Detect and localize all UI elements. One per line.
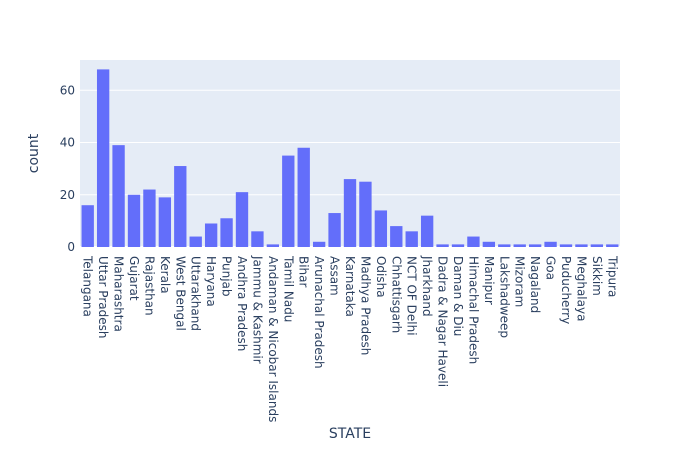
bar[interactable] [96, 69, 110, 247]
x-tick-label: Arunachal Pradesh [312, 256, 326, 369]
x-tick-label: Nagaland [528, 256, 542, 313]
x-tick-label: Telangana [81, 255, 95, 317]
bar[interactable] [220, 218, 233, 247]
x-tick-label: Gujarat [127, 256, 141, 301]
x-tick-label: Daman & Diu [451, 256, 465, 336]
x-tick-label: Jharkhand [420, 255, 434, 317]
bar[interactable] [143, 189, 156, 247]
bar[interactable] [251, 231, 264, 247]
x-tick-label: Haryana [204, 256, 218, 307]
x-tick-label: Lakshadweep [497, 256, 511, 338]
bar[interactable] [559, 244, 573, 247]
y-axis-title: count [26, 133, 42, 173]
bar[interactable] [312, 241, 326, 247]
x-tick-label: Uttar Pradesh [96, 256, 110, 338]
bar[interactable] [266, 244, 280, 247]
bar[interactable] [359, 181, 372, 247]
x-tick-label: Jammu & Kashmir [250, 255, 264, 364]
x-tick-label: NCT OF Delhi [405, 256, 419, 336]
x-tick-label: Madhya Pradesh [358, 256, 372, 355]
x-tick-label: Maharashtra [112, 256, 126, 332]
x-tick-labels: Telangana Uttar Pradesh Maharashtra Gujarat… [81, 255, 620, 422]
x-tick-label: Punjab [220, 256, 234, 297]
x-tick-label: Andhra Pradesh [235, 256, 249, 351]
bar[interactable] [420, 215, 434, 247]
x-axis-title: STATE [329, 426, 371, 442]
bar[interactable] [498, 244, 511, 247]
x-tick-label: Uttarakhand [189, 256, 203, 331]
x-tick-label: Tamil Nadu [281, 255, 295, 322]
bar[interactable] [451, 244, 465, 247]
x-tick-label: Bihar [297, 256, 311, 288]
x-tick-label: Dadra & Nagar Haveli [436, 256, 450, 387]
y-tick-labels: 0 20 40 60 [60, 83, 75, 254]
bar[interactable] [374, 210, 388, 247]
bar[interactable] [235, 192, 249, 247]
bar[interactable] [112, 145, 125, 247]
x-tick-label: Odisha [374, 256, 388, 298]
bar[interactable] [204, 223, 218, 247]
bar[interactable] [127, 194, 141, 247]
x-tick-label: Rajasthan [142, 256, 156, 316]
x-tick-label: Mizoram [513, 256, 527, 307]
bar[interactable] [606, 244, 619, 247]
y-tick-label: 0 [67, 240, 75, 254]
bar[interactable] [544, 241, 557, 247]
bar[interactable] [297, 147, 310, 247]
bar[interactable] [282, 155, 295, 247]
y-tick-label: 40 [60, 136, 75, 150]
bar[interactable] [513, 244, 526, 247]
bar[interactable] [81, 205, 94, 247]
x-tick-label: Assam [328, 256, 342, 296]
x-tick-label: West Bengal [173, 256, 187, 331]
bar[interactable] [343, 179, 357, 247]
y-tick-label: 20 [60, 188, 75, 202]
bar[interactable] [436, 244, 449, 247]
y-tick-label: 60 [60, 83, 75, 97]
x-tick-label: Karnataka [343, 256, 357, 317]
x-tick-label: Chhattisgarh [389, 256, 403, 333]
bar[interactable] [590, 244, 604, 247]
x-tick-label: Kerala [158, 256, 172, 294]
bar[interactable] [158, 197, 172, 247]
bar[interactable] [174, 166, 187, 247]
x-tick-label: Goa [544, 256, 558, 280]
bar[interactable] [482, 241, 496, 247]
bar[interactable] [467, 236, 480, 247]
bar[interactable] [405, 231, 418, 247]
bar[interactable] [390, 226, 403, 247]
x-tick-label: Puducherry [559, 256, 573, 324]
x-tick-label: Sikkim [590, 256, 604, 296]
bar[interactable] [328, 213, 341, 247]
x-tick-label: Tripura [605, 255, 619, 297]
bars [81, 69, 619, 247]
bar[interactable] [575, 244, 588, 247]
x-tick-label: Manipur [482, 256, 496, 305]
x-tick-label: Himachal Pradesh [466, 256, 480, 364]
x-tick-label: Andaman & Nicobar Islands [266, 256, 280, 422]
bar[interactable] [528, 244, 542, 247]
x-tick-label: Meghalaya [574, 256, 588, 321]
bar[interactable] [189, 236, 202, 247]
